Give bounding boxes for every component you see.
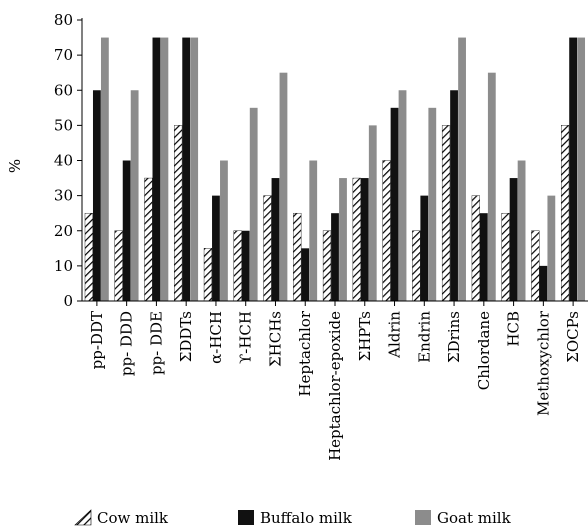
bar-buffalo-milk [539,265,548,301]
bar-cow-milk [293,212,302,302]
bar-buffalo-milk [271,178,280,301]
y-axis: 0 10 20 30 40 50 60 70 80 [54,11,83,310]
x-tick-label: Heptachlor-epoxide [326,311,344,461]
x-tick-label: pp- DDE [147,311,165,375]
bar-goat-milk [249,107,258,301]
bar-buffalo-milk [241,230,250,301]
bar-buffalo-milk [212,195,220,301]
x-tick-label: ΣHCHs [266,311,284,367]
y-tick-label: 10 [54,257,73,275]
bar-goat-milk [487,72,496,301]
bar-cow-milk [412,230,421,302]
bar-cow-milk [263,195,272,302]
bars-group [84,37,586,302]
x-tick-label: pp-DDT [88,311,106,369]
bar-buffalo-milk [122,160,131,301]
bar-cow-milk [114,230,123,302]
legend-swatch-buffalo-milk [238,510,254,525]
legend-swatch-goat-milk [415,510,431,525]
bar-buffalo-milk [420,195,429,301]
x-tick-label: Aldrin [386,311,404,359]
x-tick-label: α-HCH [207,311,225,364]
x-tick-label: ΣDrins [445,311,463,363]
x-tick-label: ΣOCPs [564,311,582,363]
bar-goat-milk [368,125,377,301]
bar-buffalo-milk [450,90,458,301]
y-tick-label: 30 [54,187,73,205]
y-tick-label: 40 [54,152,73,170]
bar-buffalo-milk [360,178,369,301]
bar-goat-milk [279,72,288,301]
bar-buffalo-milk [509,178,518,301]
y-axis-label: % [6,159,24,173]
legend-label-buffalo-milk: Buffalo milk [260,509,353,527]
y-tick-label: 70 [54,46,73,64]
bar-cow-milk [561,125,570,302]
bar-cow-milk [144,177,153,302]
bar-cow-milk [174,125,183,302]
bar-cow-milk [322,230,332,302]
x-tick-label: ϒ-HCH [237,311,255,364]
bar-goat-milk [517,160,526,301]
bar-cow-milk [203,248,213,302]
bar-cow-milk [352,177,361,302]
bar-buffalo-milk [390,107,399,301]
bar-goat-milk [220,160,228,301]
x-tick-label: ΣDDTs [177,311,195,362]
bar-goat-milk [190,37,199,301]
bar-buffalo-milk [301,248,310,301]
bar-goat-milk [428,107,437,301]
bar-buffalo-milk [92,90,101,301]
y-tick-label: 60 [54,81,73,99]
bar-goat-milk [130,90,139,301]
legend: Cow milk Buffalo milk Goat milk [74,509,512,527]
bar-cow-milk [441,125,451,302]
legend-label-goat-milk: Goat milk [437,509,512,527]
bar-buffalo-milk [569,37,578,301]
bar-goat-milk [547,195,556,301]
bar-cow-milk [84,212,93,302]
bar-cow-milk [531,230,540,302]
bar-buffalo-milk [182,37,191,301]
bar-cow-milk [233,230,242,302]
bar-buffalo-milk [152,37,161,301]
bar-goat-milk [398,90,407,301]
legend-label-cow-milk: Cow milk [97,509,169,527]
y-tick-label: 0 [63,292,73,310]
bar-goat-milk [160,37,169,301]
x-tick-label: Heptachlor [296,310,314,396]
x-tick-label: HCB [505,311,523,347]
bar-goat-milk [458,37,466,301]
bar-cow-milk [382,160,391,302]
bar-goat-milk [100,37,109,301]
bar-buffalo-milk [331,213,339,301]
x-tick-label: pp- DDD [118,311,136,376]
legend-swatch-cow-milk [74,509,92,526]
bar-buffalo-milk [479,213,488,301]
y-tick-label: 20 [54,222,73,240]
y-tick-label: 50 [54,116,73,134]
x-tick-label: Endrin [415,311,433,363]
x-tick-label: ΣHPTs [356,311,374,361]
bar-goat-milk [309,160,318,301]
x-tick-label: Chlordane [475,311,493,390]
x-tick-label: Methoxychlor [534,310,552,416]
bar-goat-milk [577,37,586,301]
bar-cow-milk [501,212,510,302]
bar-cow-milk [471,195,480,302]
bar-goat-milk [339,178,347,301]
x-axis: pp-DDT pp- DDD pp- DDE ΣDDTs α-HCH ϒ-HCH ΣHCHs… [82,300,588,461]
y-tick-label: 80 [54,11,73,29]
